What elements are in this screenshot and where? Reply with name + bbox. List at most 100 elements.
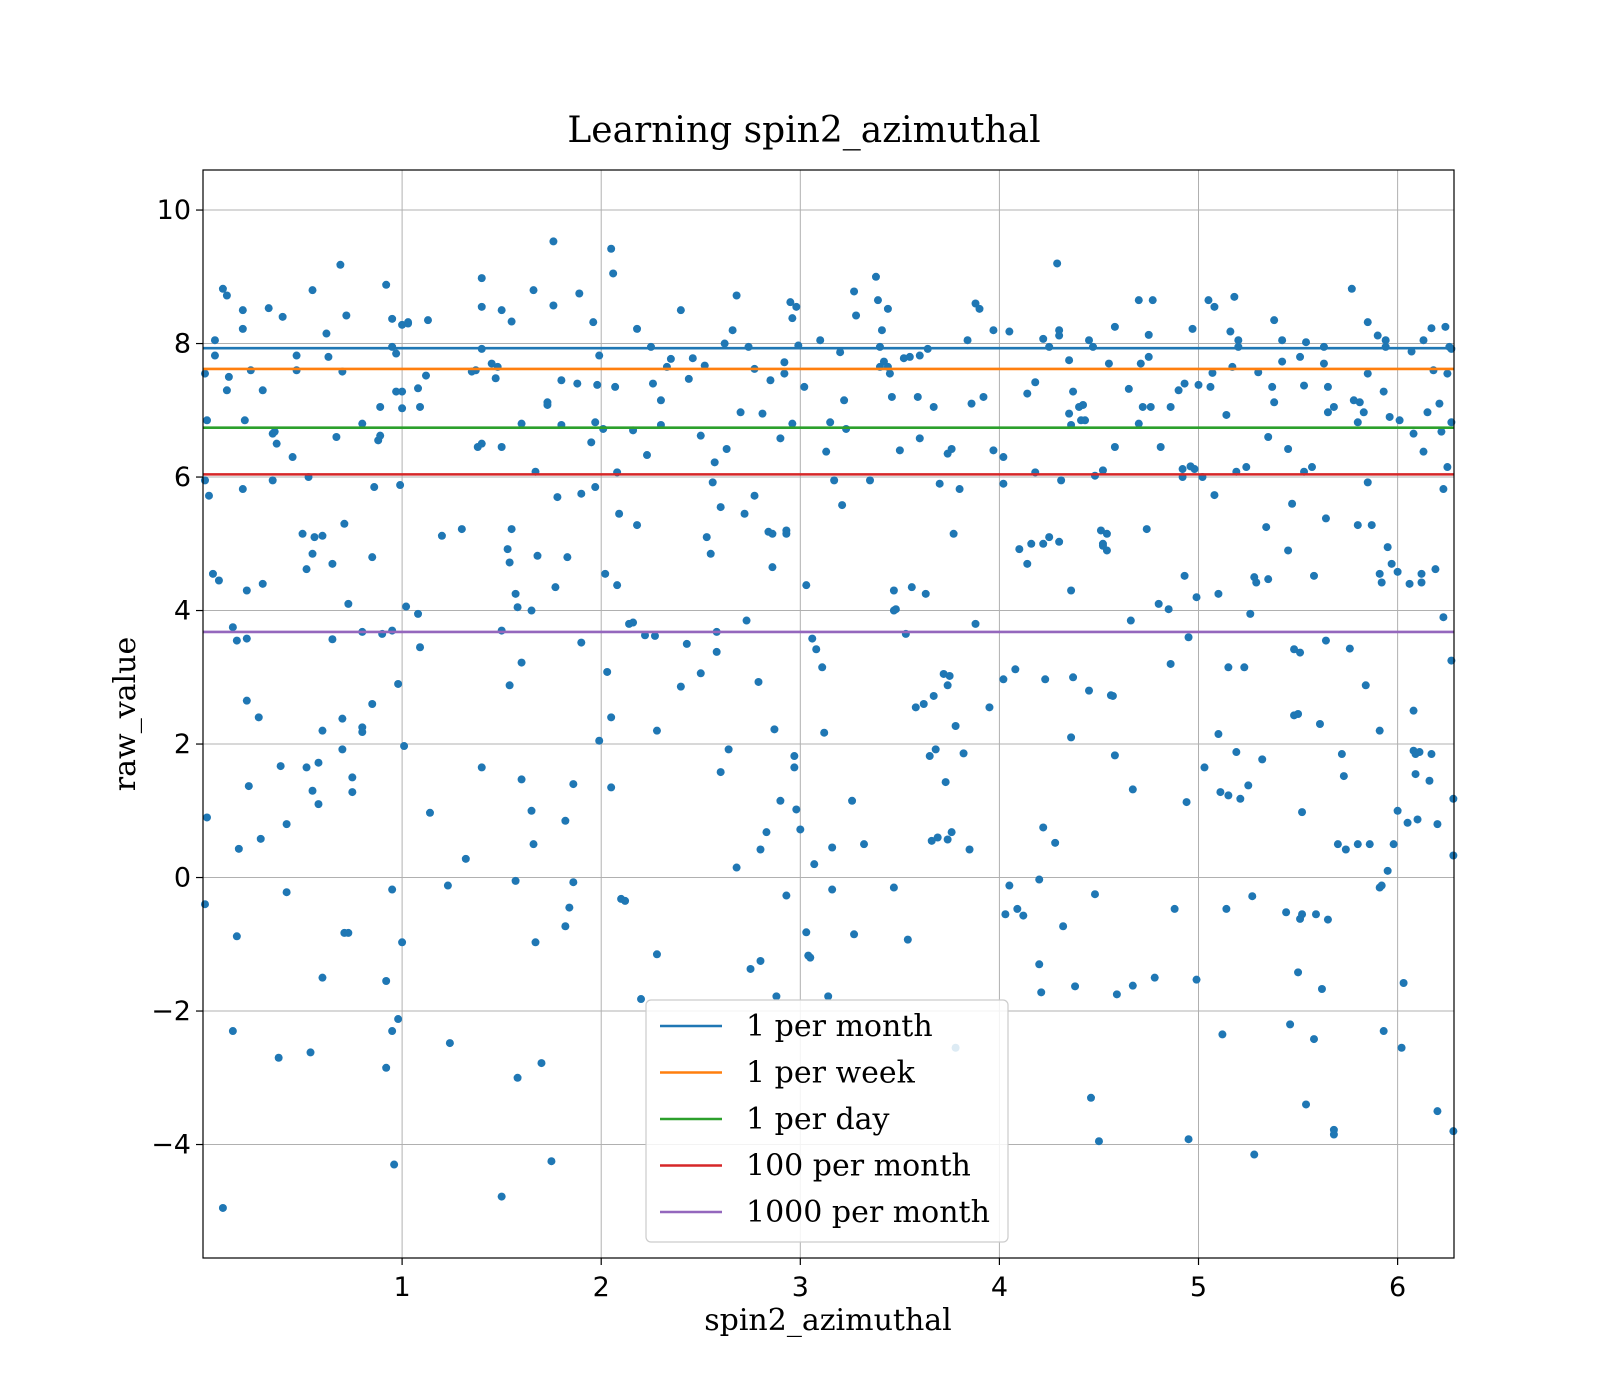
data-point <box>398 320 407 329</box>
data-point <box>1278 336 1287 345</box>
data-point <box>414 609 423 618</box>
data-point <box>358 723 367 732</box>
data-point <box>1250 1150 1259 1159</box>
data-point <box>732 291 741 300</box>
data-point <box>1150 973 1159 982</box>
data-point <box>1377 881 1386 890</box>
data-point <box>202 813 211 822</box>
data-point <box>505 681 514 690</box>
data-point <box>1005 327 1014 336</box>
data-point <box>999 453 1008 462</box>
data-point <box>1373 331 1382 340</box>
data-point <box>770 725 779 734</box>
data-point <box>517 419 526 428</box>
data-point <box>318 726 327 735</box>
data-point <box>1309 1035 1318 1044</box>
data-point <box>1443 369 1452 378</box>
data-point <box>1258 755 1267 764</box>
data-point <box>561 922 570 931</box>
data-point <box>1329 1130 1338 1139</box>
data-point <box>497 443 506 452</box>
data-point <box>873 296 882 305</box>
data-point <box>682 639 691 648</box>
data-point <box>820 728 829 737</box>
data-point <box>1449 851 1458 860</box>
data-point <box>228 623 237 632</box>
data-point <box>1399 978 1408 987</box>
data-point <box>1383 543 1392 552</box>
data-point <box>1375 569 1384 578</box>
data-point <box>1146 402 1155 411</box>
x-axis-label: spin2_azimuthal <box>704 1303 952 1338</box>
data-point <box>218 284 227 293</box>
data-point <box>575 289 584 298</box>
data-point <box>1110 443 1119 452</box>
data-point <box>1423 408 1432 417</box>
data-point <box>1309 571 1318 580</box>
data-point <box>1413 815 1422 824</box>
data-point <box>461 854 470 863</box>
data-point <box>1282 908 1291 917</box>
data-point <box>1323 408 1332 417</box>
data-point <box>1065 409 1074 418</box>
data-point <box>1059 922 1068 931</box>
data-point <box>1264 575 1273 584</box>
data-point <box>1184 633 1193 642</box>
data-point <box>790 752 799 761</box>
data-point <box>1449 794 1458 803</box>
data-point <box>1206 382 1215 391</box>
data-point <box>368 553 377 562</box>
data-point <box>728 326 737 335</box>
data-point <box>792 805 801 814</box>
data-point <box>818 663 827 672</box>
data-point <box>1240 663 1249 672</box>
data-point <box>308 549 317 558</box>
data-point <box>887 392 896 401</box>
data-point <box>332 432 341 441</box>
data-point <box>477 302 486 311</box>
y-tick-label: 0 <box>174 863 191 894</box>
data-point <box>382 280 391 289</box>
data-point <box>768 563 777 572</box>
data-point <box>1393 806 1402 815</box>
data-point <box>394 1015 403 1024</box>
data-point <box>208 569 217 578</box>
data-point <box>1252 578 1261 587</box>
data-point <box>889 586 898 595</box>
data-point <box>646 342 655 351</box>
data-point <box>806 953 815 962</box>
data-point <box>471 366 480 375</box>
data-point <box>742 616 751 625</box>
data-point <box>1385 412 1394 421</box>
data-point <box>1112 990 1121 999</box>
data-point <box>1433 1107 1442 1116</box>
data-point <box>593 380 602 389</box>
data-point <box>1439 485 1448 494</box>
data-point <box>842 424 851 433</box>
data-point <box>1341 845 1350 854</box>
data-point <box>1407 347 1416 356</box>
data-point <box>850 930 859 939</box>
data-point <box>905 352 914 361</box>
legend-label: 100 per month <box>746 1149 971 1184</box>
data-point <box>933 833 942 842</box>
data-point <box>533 551 542 560</box>
data-point <box>758 409 767 418</box>
data-point <box>1085 336 1094 345</box>
data-point <box>228 1027 237 1036</box>
data-point <box>1045 533 1054 542</box>
data-point <box>314 800 323 809</box>
data-point <box>1286 1020 1295 1029</box>
data-point <box>276 762 285 771</box>
data-point <box>402 602 411 611</box>
data-point <box>840 396 849 405</box>
data-point <box>370 483 379 492</box>
data-point <box>1397 1043 1406 1052</box>
data-point <box>945 671 954 680</box>
data-point <box>210 351 219 360</box>
data-point <box>642 451 651 460</box>
data-point <box>1210 491 1219 500</box>
data-point <box>828 843 837 852</box>
data-point <box>547 1157 556 1166</box>
data-point <box>254 713 263 722</box>
